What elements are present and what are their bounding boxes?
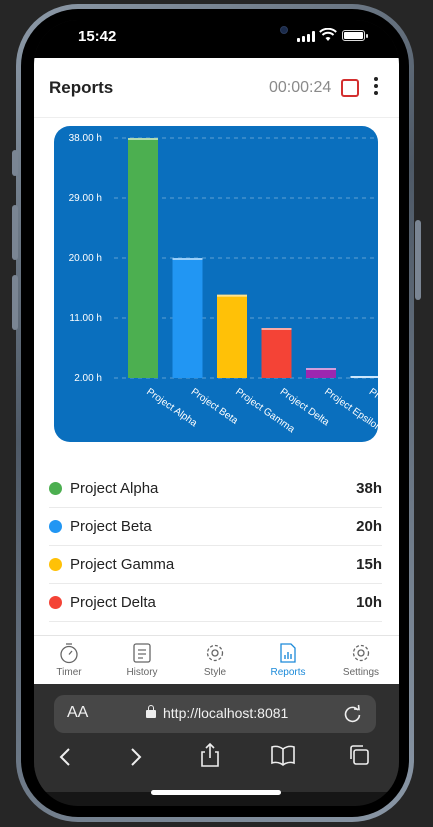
- home-indicator: [151, 790, 281, 795]
- stop-button[interactable]: [341, 79, 359, 97]
- chart-bar[interactable]: [217, 294, 247, 378]
- chart-bar[interactable]: [128, 138, 158, 378]
- tab-label: Reports: [270, 667, 306, 678]
- legend-color-dot: [49, 482, 62, 495]
- bar-highlight: [306, 368, 336, 370]
- chart-bar[interactable]: [261, 328, 292, 378]
- tab-label: Style: [203, 667, 227, 678]
- power-button: [415, 220, 421, 300]
- bar-highlight: [172, 258, 203, 260]
- y-tick-label: 20.00 h: [69, 253, 102, 264]
- tabs-icon[interactable]: [348, 744, 370, 766]
- bookmarks-icon[interactable]: [270, 744, 296, 766]
- history-icon: [133, 643, 151, 663]
- style-gear-icon: [206, 644, 224, 662]
- legend-color-dot: [49, 520, 62, 533]
- legend-project-name: Project Gamma: [70, 556, 175, 573]
- mute-switch: [12, 150, 18, 176]
- y-tick-label: 29.00 h: [69, 193, 102, 204]
- forward-icon[interactable]: [129, 746, 143, 768]
- wifi-icon: [319, 28, 337, 41]
- front-camera: [280, 26, 288, 34]
- text-size-button[interactable]: AA: [67, 704, 89, 721]
- bottom-tab-bar: Timer History Style: [34, 635, 399, 684]
- back-icon[interactable]: [58, 746, 72, 768]
- report-icon: [280, 643, 296, 663]
- tab-style[interactable]: Style: [180, 636, 250, 684]
- stopwatch-icon: [60, 643, 78, 664]
- signal-icon: [297, 31, 315, 42]
- legend-color-dot: [49, 558, 62, 571]
- tab-timer[interactable]: Timer: [34, 636, 104, 684]
- tab-settings[interactable]: Settings: [326, 636, 396, 684]
- bar-chart-svg: 38.00 h29.00 h20.00 h11.00 h2.00 hProjec…: [69, 133, 378, 436]
- lock-icon: [146, 705, 156, 718]
- url-text: http://localhost:8081: [163, 705, 289, 721]
- more-menu-icon[interactable]: [374, 77, 378, 99]
- bar-highlight: [128, 138, 158, 140]
- settings-gear-icon: [352, 644, 370, 662]
- app-header: Reports 00:00:24: [34, 58, 399, 118]
- address-bar[interactable]: AA http://localhost:8081: [54, 695, 376, 733]
- reload-icon[interactable]: [343, 703, 363, 725]
- reports-chart: 38.00 h 29.00 h 20.00 h 11.00 h 2.00 h Projec…: [54, 126, 378, 442]
- y-tick-label: 2.00 h: [74, 373, 102, 384]
- share-icon[interactable]: [199, 742, 221, 768]
- legend-hours: 38h: [356, 480, 382, 497]
- y-tick-label: 11.00 h: [69, 313, 102, 324]
- bar-highlight: [261, 328, 292, 330]
- bar-highlight: [217, 294, 247, 297]
- project-legend: Project Alpha 38h Project Beta 20h Project G…: [49, 470, 382, 622]
- legend-row[interactable]: Project Alpha 38h: [49, 470, 382, 508]
- volume-up-button: [12, 205, 18, 260]
- legend-row[interactable]: Project Beta 20h: [49, 508, 382, 546]
- legend-project-name: Project Delta: [70, 594, 156, 611]
- app-content: Reports 00:00:24 38.00 h 29.00 h 20.00 h 11…: [34, 58, 399, 684]
- legend-hours: 15h: [356, 556, 382, 573]
- tab-label: Settings: [342, 667, 380, 678]
- chart-bar[interactable]: [172, 258, 203, 378]
- volume-down-button: [12, 275, 18, 330]
- tab-label: History: [126, 667, 158, 678]
- legend-project-name: Project Alpha: [70, 480, 159, 497]
- legend-project-name: Project Beta: [70, 518, 152, 535]
- tab-label: Timer: [56, 667, 82, 678]
- elapsed-timer: 00:00:24: [269, 79, 332, 96]
- notch: [150, 20, 288, 48]
- legend-row[interactable]: Project Delta 10h: [49, 584, 382, 622]
- tab-history[interactable]: History: [107, 636, 177, 684]
- legend-hours: 20h: [356, 518, 382, 535]
- chart-bar[interactable]: [306, 368, 336, 378]
- legend-color-dot: [49, 596, 62, 609]
- legend-hours: 10h: [356, 594, 382, 611]
- y-tick-label: 38.00 h: [69, 133, 102, 144]
- bar-highlight: [350, 376, 378, 378]
- page-title: Reports: [49, 78, 114, 97]
- screen: 15:42 Reports 00:00:24 38.00 h 29.00 h 20.…: [34, 20, 399, 806]
- browser-chrome: AA http://localhost:8081: [34, 684, 399, 792]
- battery-icon: [342, 30, 368, 41]
- tab-reports[interactable]: Reports: [253, 636, 323, 684]
- status-time: 15:42: [78, 28, 117, 45]
- legend-row[interactable]: Project Gamma 15h: [49, 546, 382, 584]
